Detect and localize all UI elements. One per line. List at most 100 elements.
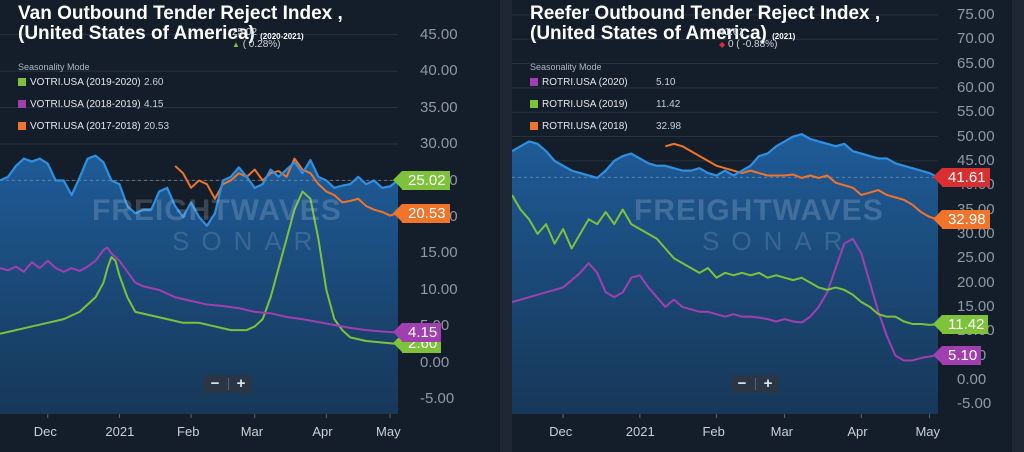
y-tick-label: 50.00 <box>957 127 995 145</box>
y-tick-label: 15.00 <box>957 297 995 315</box>
series-line-rotri-usa-2021[interactable] <box>512 133 939 180</box>
y-tick-label: 15.00 <box>420 244 458 262</box>
zoom-divider <box>228 378 229 390</box>
title-suffix: (2020-2021) <box>260 32 304 41</box>
title-suffix: (2021) <box>772 32 796 41</box>
x-tick-label: Feb <box>177 424 200 439</box>
y-tick-label: 20.00 <box>957 273 995 291</box>
legend-swatch <box>18 78 26 86</box>
legend-item[interactable]: VOTRI.USA (2019-2020) 2.60 <box>18 76 163 90</box>
y-tick-label: 25.00 <box>957 249 995 267</box>
y-tick-label: 70.00 <box>957 30 995 48</box>
series-line-rotri-usa-2020[interactable] <box>512 237 939 362</box>
legend-item[interactable]: ROTRI.USA (2018) 32.98 <box>530 120 681 134</box>
x-tick-label: May <box>376 424 401 439</box>
legend-value: 2.60 <box>144 77 164 88</box>
legend-value: 4.15 <box>144 99 164 110</box>
y-tick-label: 0.00 <box>957 370 987 388</box>
legend-label: ROTRI.USA (2019) <box>542 99 628 110</box>
series-line-votri-usa-2017-2018[interactable] <box>174 157 399 217</box>
y-tick-label: -5.00 <box>420 390 455 408</box>
change-readout: ▲ ( 0.28%) <box>232 39 281 50</box>
legend-swatch <box>18 100 26 108</box>
legend-value: 11.42 <box>656 99 681 110</box>
zoom-out-button[interactable]: − <box>737 375 747 392</box>
watermark-freightwaves: FREIGHTWAVES <box>634 194 884 227</box>
y-tick-label: 35.00 <box>420 98 458 116</box>
legend-swatch <box>530 78 538 86</box>
down-arrow-icon: ◆ <box>719 40 726 49</box>
current-value: 25.02 <box>232 27 258 38</box>
legend-value: 5.10 <box>656 77 676 88</box>
series-line-votri-usa-2019-2020[interactable] <box>0 190 399 345</box>
x-tick-label: May <box>915 424 941 439</box>
x-tick-label: Apr <box>312 424 333 439</box>
y-tick-label: 45.00 <box>420 25 458 43</box>
watermark-freightwaves: FREIGHTWAVES <box>92 194 342 227</box>
zoom-control: − + <box>731 375 779 393</box>
value-tag-votri-usa-2017-2018: 20.53 <box>393 203 450 223</box>
y-tick-label: -5.00 <box>957 395 992 413</box>
y-tick-label: 30.00 <box>420 135 458 153</box>
x-tick-label: Dec <box>549 424 573 439</box>
seasonality-mode-label: Seasonality Mode <box>18 62 90 72</box>
legend-label: ROTRI.USA (2020) <box>542 77 628 88</box>
value-tag-rotri-usa-2018: 32.98 <box>933 209 990 229</box>
change-readout: ◆ 0 ( -0.88%) <box>719 39 778 50</box>
y-tick-label: 75.00 <box>957 5 995 23</box>
reefer-chart-panel: FREIGHTWAVES SONAR Reefer Outbound Tende… <box>512 0 1012 452</box>
x-tick-label: Feb <box>702 424 725 439</box>
y-tick-label: 40.00 <box>420 62 458 80</box>
legend-item[interactable]: ROTRI.USA (2019) 11.42 <box>530 98 680 112</box>
zoom-in-button[interactable]: + <box>763 375 773 392</box>
reefer-chart-plot <box>512 14 939 418</box>
y-tick-label: 10.00 <box>420 280 458 298</box>
y-tick-label: 30.00 <box>957 224 995 242</box>
chart-title: Reefer Outbound Tender Reject Index , (U… <box>530 3 881 44</box>
current-value: 41.61 <box>719 27 745 38</box>
main-series-area <box>0 155 398 414</box>
series-line-votri-usa-2018-2019[interactable] <box>0 246 399 334</box>
legend-label: VOTRI.USA (2019-2020) <box>30 77 141 88</box>
value-tag-votri-usa-2018-2019: 4.15 <box>392 323 442 343</box>
x-tick-label: 2021 <box>625 424 655 439</box>
value-tag-rotri-usa-2019: 11.42 <box>932 314 989 334</box>
x-tick-label: 2021 <box>105 424 135 439</box>
x-tick-label: Mar <box>240 424 264 439</box>
zoom-divider <box>755 378 756 390</box>
x-tick-label: Dec <box>33 424 57 439</box>
watermark-sonar: SONAR <box>172 226 325 256</box>
legend-item[interactable]: VOTRI.USA (2017-2018) 20.53 <box>18 120 169 134</box>
series-line-rotri-usa-2019[interactable] <box>512 194 939 326</box>
value-tag-rotri-usa-2021: 41.61 <box>933 167 990 187</box>
value-tag-rotri-usa-2020: 5.10 <box>932 345 982 365</box>
legend-label: ROTRI.USA (2018) <box>542 121 628 132</box>
x-tick-label: Mar <box>770 424 794 439</box>
y-tick-label: 60.00 <box>957 78 995 96</box>
y-tick-label: 45.00 <box>957 151 995 169</box>
zoom-control: − + <box>204 375 252 393</box>
series-line-rotri-usa-2018[interactable] <box>665 142 939 221</box>
watermark-sonar: SONAR <box>702 226 855 256</box>
chart-title: Van Outbound Tender Reject Index , (Unit… <box>18 3 343 44</box>
legend-value: 32.98 <box>656 121 682 132</box>
legend-swatch <box>18 122 26 130</box>
legend-label: VOTRI.USA (2018-2019) <box>30 99 141 110</box>
zoom-in-button[interactable]: + <box>236 375 246 392</box>
up-arrow-icon: ▲ <box>232 40 240 49</box>
y-tick-label: 0.00 <box>420 353 450 371</box>
x-tick-label: Apr <box>847 424 868 439</box>
legend-label: VOTRI.USA (2017-2018) <box>30 121 141 132</box>
y-tick-label: 65.00 <box>957 54 995 72</box>
y-tick-label: 55.00 <box>957 103 995 121</box>
legend-swatch <box>530 122 538 130</box>
seasonality-mode-label: Seasonality Mode <box>530 62 602 72</box>
legend-item[interactable]: VOTRI.USA (2018-2019) 4.15 <box>18 98 163 112</box>
value-tag-votri-usa-2020-2021: 25.02 <box>393 170 450 190</box>
series-line-votri-usa-2020-2021[interactable] <box>0 154 399 227</box>
legend-item[interactable]: ROTRI.USA (2020) 5.10 <box>530 76 675 90</box>
van-chart-panel: FREIGHTWAVES SONAR Van Outbound Tender R… <box>0 0 500 452</box>
van-chart-plot <box>0 34 399 418</box>
zoom-out-button[interactable]: − <box>210 375 220 392</box>
legend-value: 20.53 <box>144 121 170 132</box>
